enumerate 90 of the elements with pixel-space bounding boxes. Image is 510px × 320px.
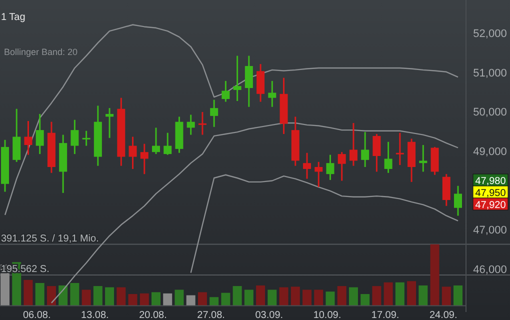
bar [454, 285, 462, 306]
bar [46, 286, 56, 306]
x-tick-label: 06.08. [22, 310, 51, 320]
candlestick [164, 132, 172, 156]
x-tick-label: 10.09. [313, 310, 342, 320]
bar [384, 282, 393, 306]
candlestick [430, 146, 439, 176]
bar [232, 286, 242, 306]
text: 47,980 [475, 176, 506, 187]
y-tick-label: 50,000 [473, 106, 507, 119]
x-tick-label: 03.09. [255, 310, 284, 320]
bar [140, 293, 149, 306]
bar [314, 290, 324, 306]
bar [93, 286, 102, 306]
x-tick-label: 20.08. [139, 310, 167, 320]
line-series [4, 24, 459, 216]
text: 47,950 [475, 188, 506, 199]
bar [279, 287, 288, 306]
y-tick-label: 51,000 [473, 67, 507, 80]
y-tick-label: 46,000 [473, 264, 507, 276]
candlestick [244, 55, 253, 108]
bar [174, 290, 184, 306]
candlestick [82, 130, 90, 147]
x-tick-label: 24.09. [429, 310, 458, 320]
candlestick [361, 131, 370, 168]
bar [372, 286, 382, 306]
bar [244, 290, 254, 306]
candlestick [198, 111, 206, 136]
ref-line-label: 391.125 S. / 19,1 Mio. [1, 233, 99, 244]
bar [116, 287, 126, 306]
bar [442, 286, 451, 306]
candlestick [256, 63, 265, 103]
y-tick-label: 47,000 [473, 224, 507, 236]
x-tick-label: 17.09. [371, 310, 400, 320]
line-series [190, 174, 459, 274]
candlestick [372, 133, 381, 172]
bar [35, 282, 44, 306]
candlestick [349, 122, 358, 167]
bar [268, 290, 277, 306]
candlestick [140, 143, 148, 175]
bar [418, 285, 428, 306]
bar [186, 295, 196, 306]
candlestick [12, 108, 21, 163]
y-tick-label: 52,000 [473, 28, 507, 40]
bar [24, 280, 33, 306]
candlestick [186, 114, 195, 136]
bar [256, 285, 266, 306]
candlestick [70, 119, 79, 155]
bar [430, 244, 440, 306]
candlestick [396, 132, 404, 166]
text: 1 Tag [1, 12, 26, 23]
bar [163, 293, 172, 306]
candlestick [338, 151, 346, 182]
candlestick [442, 173, 450, 207]
candlestick [314, 161, 323, 188]
bar [128, 294, 138, 306]
candlestick [384, 141, 392, 174]
text: 47,920 [475, 200, 506, 211]
bar [198, 292, 207, 306]
bar [326, 292, 335, 306]
bar [348, 287, 358, 306]
candlestick [152, 126, 160, 155]
candlestick [303, 152, 311, 180]
candlestick [326, 154, 334, 181]
bar [210, 297, 219, 306]
bar [395, 282, 404, 306]
x-tick-label: 27.08. [197, 310, 225, 320]
candlestick [128, 136, 137, 170]
x-tick-label: 13.08. [81, 310, 109, 320]
bar [337, 286, 346, 306]
candlestick [268, 80, 276, 108]
candlestick [222, 80, 230, 103]
y-tick-label: 49,000 [473, 146, 507, 158]
candlestick [24, 120, 32, 156]
bar [105, 287, 114, 306]
bar [152, 292, 160, 306]
candlestick [419, 144, 428, 172]
bar [290, 286, 300, 306]
bar [302, 290, 312, 306]
candlestick [210, 99, 218, 128]
annotation: Bollinger Band: 20 [4, 47, 78, 57]
candlestick [454, 185, 462, 216]
candlestick [233, 55, 242, 102]
bar [360, 294, 370, 306]
bar [221, 292, 230, 306]
bar [407, 281, 416, 306]
bar [70, 282, 80, 306]
bar [82, 290, 91, 306]
candlestick [106, 107, 114, 139]
candlestick [36, 113, 44, 155]
